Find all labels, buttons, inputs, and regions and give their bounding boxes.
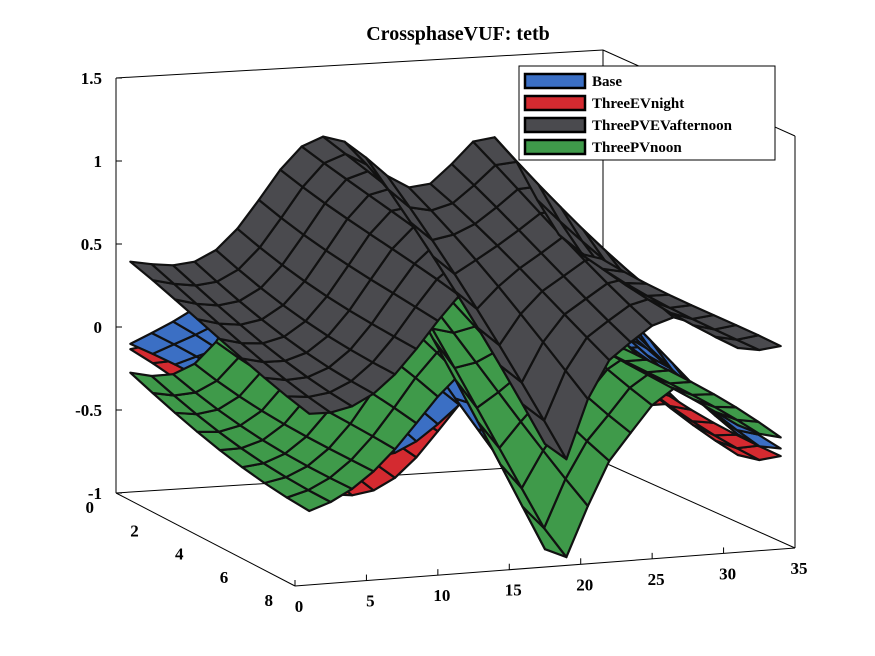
legend-label: ThreePVnoon xyxy=(592,140,682,156)
chart-title: CrossphaseVUF: tetb xyxy=(366,23,550,45)
x-tick-label: 5 xyxy=(366,592,375,611)
x-tick-label: 20 xyxy=(576,575,593,594)
z-tick-label: 0.5 xyxy=(81,235,102,254)
surface-ThreePVEVafternoon xyxy=(129,135,782,461)
z-tick-label: 0 xyxy=(94,318,103,337)
legend-swatch xyxy=(523,138,587,156)
x-tick-label: 35 xyxy=(791,559,808,578)
z-tick-label: 1 xyxy=(94,152,103,171)
z-tick-label: -0.5 xyxy=(75,401,102,420)
x-tick-label: 10 xyxy=(433,586,450,605)
legend-label: ThreePVEVafternoon xyxy=(592,118,733,134)
y-tick-label: 0 xyxy=(86,498,95,517)
y-tick-label: 6 xyxy=(220,568,229,587)
x-tick-label: 25 xyxy=(648,570,665,589)
y-tick-label: 2 xyxy=(130,521,139,540)
x-tick-label: 30 xyxy=(719,564,736,583)
x-tick-label: 0 xyxy=(295,597,304,616)
legend-label: Base xyxy=(592,74,622,90)
legend-label: ThreeEVnight xyxy=(592,96,684,112)
x-tick-label: 15 xyxy=(505,581,522,600)
legend: Base ThreeEVnight ThreePVEVafternoon ThreeP… xyxy=(518,65,776,161)
surface-cell xyxy=(579,252,626,273)
z-tick-label: 1.5 xyxy=(81,69,102,88)
z-tick-label: -1 xyxy=(88,484,102,503)
y-tick-label: 8 xyxy=(265,591,274,610)
y-tick-label: 4 xyxy=(175,545,184,564)
surface-plots xyxy=(129,135,782,559)
legend-swatch xyxy=(523,94,587,112)
legend-swatch xyxy=(523,72,587,90)
legend-swatch xyxy=(523,116,587,134)
